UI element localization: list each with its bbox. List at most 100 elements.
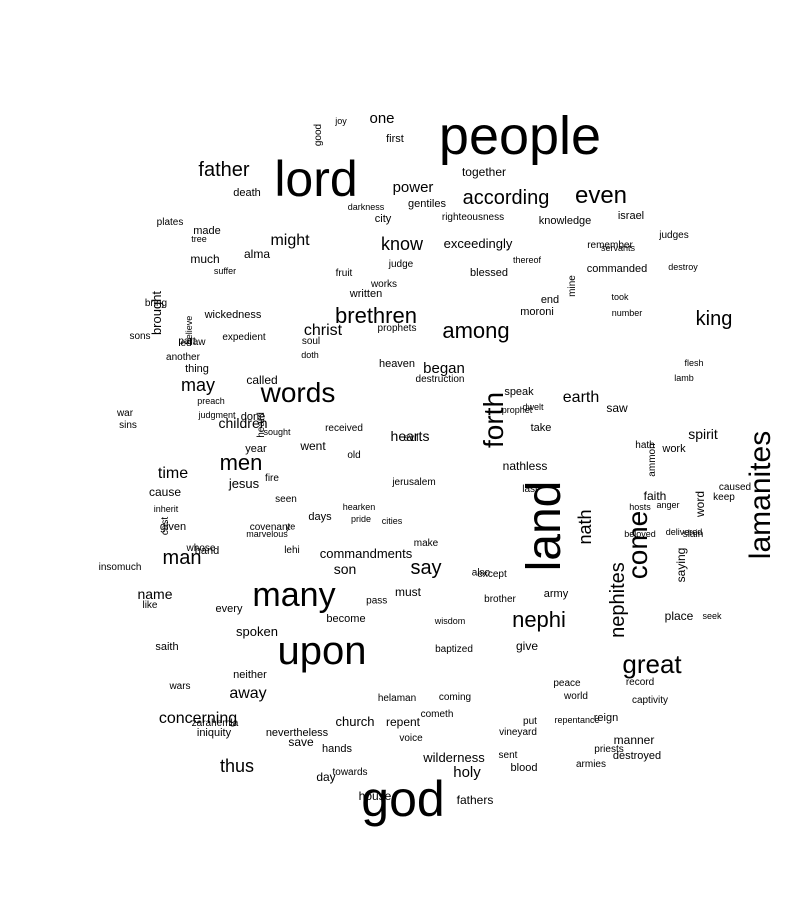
cloud-word-know: know xyxy=(381,234,424,254)
cloud-word-spoken: spoken xyxy=(236,624,278,639)
cloud-word-men: men xyxy=(220,450,263,475)
cloud-word-wilderness: wilderness xyxy=(422,750,485,765)
cloud-word-many: many xyxy=(252,576,335,614)
cloud-word-beloved: beloved xyxy=(624,529,656,539)
cloud-word-wickedness: wickedness xyxy=(204,309,262,321)
cloud-word-world: world xyxy=(563,691,588,702)
cloud-word-neither: neither xyxy=(233,669,267,681)
cloud-word-children: children xyxy=(218,415,267,431)
cloud-word-done: done xyxy=(241,411,265,423)
cloud-word-father: father xyxy=(198,159,249,181)
cloud-word-nephi: nephi xyxy=(512,607,566,632)
cloud-word-sins: sins xyxy=(119,420,137,431)
cloud-word-alma: alma xyxy=(244,247,270,261)
cloud-word-priests: priests xyxy=(594,744,623,755)
cloud-word-away: away xyxy=(229,685,266,702)
cloud-word-according: according xyxy=(463,187,550,209)
cloud-word-put: put xyxy=(523,716,537,727)
cloud-word-judge: judge xyxy=(388,259,414,270)
cloud-word-darkness: darkness xyxy=(348,202,385,212)
cloud-word-doth: doth xyxy=(301,350,319,360)
cloud-word-exceedingly: exceedingly xyxy=(444,236,513,251)
cloud-word-ye: ye xyxy=(286,522,296,532)
cloud-word-evil: evil xyxy=(403,433,418,444)
cloud-word-lamb: lamb xyxy=(674,373,694,383)
cloud-word-mine: mine xyxy=(567,275,578,297)
cloud-word-baptized: baptized xyxy=(435,644,473,655)
cloud-word-preach: preach xyxy=(197,396,225,406)
cloud-word-judges: judges xyxy=(658,230,688,241)
cloud-word-commanded: commanded xyxy=(587,263,648,275)
cloud-word-place: place xyxy=(665,609,694,623)
cloud-word-old: old xyxy=(347,450,360,461)
cloud-word-nevertheless: nevertheless xyxy=(266,727,329,739)
cloud-word-flesh: flesh xyxy=(684,358,703,368)
cloud-word-thus: thus xyxy=(220,756,254,776)
cloud-word-cast: cast xyxy=(160,517,171,536)
cloud-word-say: say xyxy=(410,557,441,579)
cloud-word-expedient: expedient xyxy=(222,332,266,343)
cloud-word-give: give xyxy=(516,639,538,653)
cloud-word-israel: israel xyxy=(618,210,644,222)
cloud-word-joy: joy xyxy=(334,116,347,126)
cloud-word-death: death xyxy=(233,187,261,199)
cloud-word-given: given xyxy=(160,521,186,533)
cloud-word-seen: seen xyxy=(275,494,297,505)
cloud-word-bring: bring xyxy=(145,298,167,309)
cloud-word-suffer: suffer xyxy=(214,266,236,276)
cloud-word-insomuch: insomuch xyxy=(99,562,142,573)
cloud-word-dwelt: dwelt xyxy=(522,402,544,412)
cloud-word-marvelous: marvelous xyxy=(246,529,288,539)
cloud-word-gentiles: gentiles xyxy=(408,198,446,210)
cloud-word-called: called xyxy=(246,373,277,387)
cloud-word-peace: peace xyxy=(553,678,581,689)
cloud-word-jesus: jesus xyxy=(228,476,260,491)
cloud-word-hosts: hosts xyxy=(629,502,651,512)
cloud-word-saith: saith xyxy=(155,641,178,653)
cloud-word-hands: hands xyxy=(322,743,352,755)
cloud-word-knowledge: knowledge xyxy=(539,215,592,227)
cloud-word-man: man xyxy=(163,547,202,569)
cloud-word-city: city xyxy=(375,213,392,225)
cloud-word-moroni: moroni xyxy=(520,306,554,318)
cloud-word-days: days xyxy=(308,511,332,523)
cloud-word-slain: slain xyxy=(683,529,704,540)
cloud-word-destroy: destroy xyxy=(668,262,698,272)
cloud-word-last: last xyxy=(522,484,538,495)
cloud-word-words: words xyxy=(260,377,336,408)
cloud-word-cometh: cometh xyxy=(421,709,454,720)
cloud-word-hearts: hearts xyxy=(391,428,430,444)
cloud-word-one: one xyxy=(369,110,394,127)
cloud-word-covenant: covenant xyxy=(250,522,291,533)
cloud-word-brother: brother xyxy=(484,594,516,605)
cloud-word-house: house xyxy=(359,789,392,803)
cloud-word-saying: saying xyxy=(674,548,688,583)
cloud-word-much: much xyxy=(190,252,219,266)
cloud-word-sons: sons xyxy=(129,331,150,342)
cloud-word-destroyed: destroyed xyxy=(613,750,661,762)
cloud-word-concerning: concerning xyxy=(159,710,237,727)
cloud-word-every: every xyxy=(216,603,243,615)
cloud-word-prophet: prophet xyxy=(502,405,533,415)
cloud-word-another: another xyxy=(166,352,201,363)
cloud-word-keep: keep xyxy=(713,492,735,503)
cloud-word-war: war xyxy=(116,408,134,419)
cloud-word-great: great xyxy=(622,649,682,679)
cloud-word-fruit: fruit xyxy=(336,268,353,279)
cloud-word-law: law xyxy=(190,337,206,348)
cloud-word-hand: hand xyxy=(195,545,219,557)
cloud-word-remember: remember xyxy=(587,240,633,251)
cloud-word-earth: earth xyxy=(563,389,599,406)
cloud-word-went: went xyxy=(299,439,326,453)
cloud-word-made: made xyxy=(193,225,221,237)
cloud-word-even: even xyxy=(575,182,627,209)
cloud-word-iniquity: iniquity xyxy=(197,727,232,739)
cloud-word-reign: reign xyxy=(594,712,618,724)
cloud-word-led: led xyxy=(178,338,191,349)
cloud-word-prophets: prophets xyxy=(378,323,417,334)
cloud-word-zarahemla: zarahemla xyxy=(192,718,239,729)
cloud-word-end: end xyxy=(541,294,559,306)
cloud-word-together: together xyxy=(462,165,506,179)
cloud-word-people: people xyxy=(439,106,601,166)
cloud-word-fathers: fathers xyxy=(457,793,494,807)
